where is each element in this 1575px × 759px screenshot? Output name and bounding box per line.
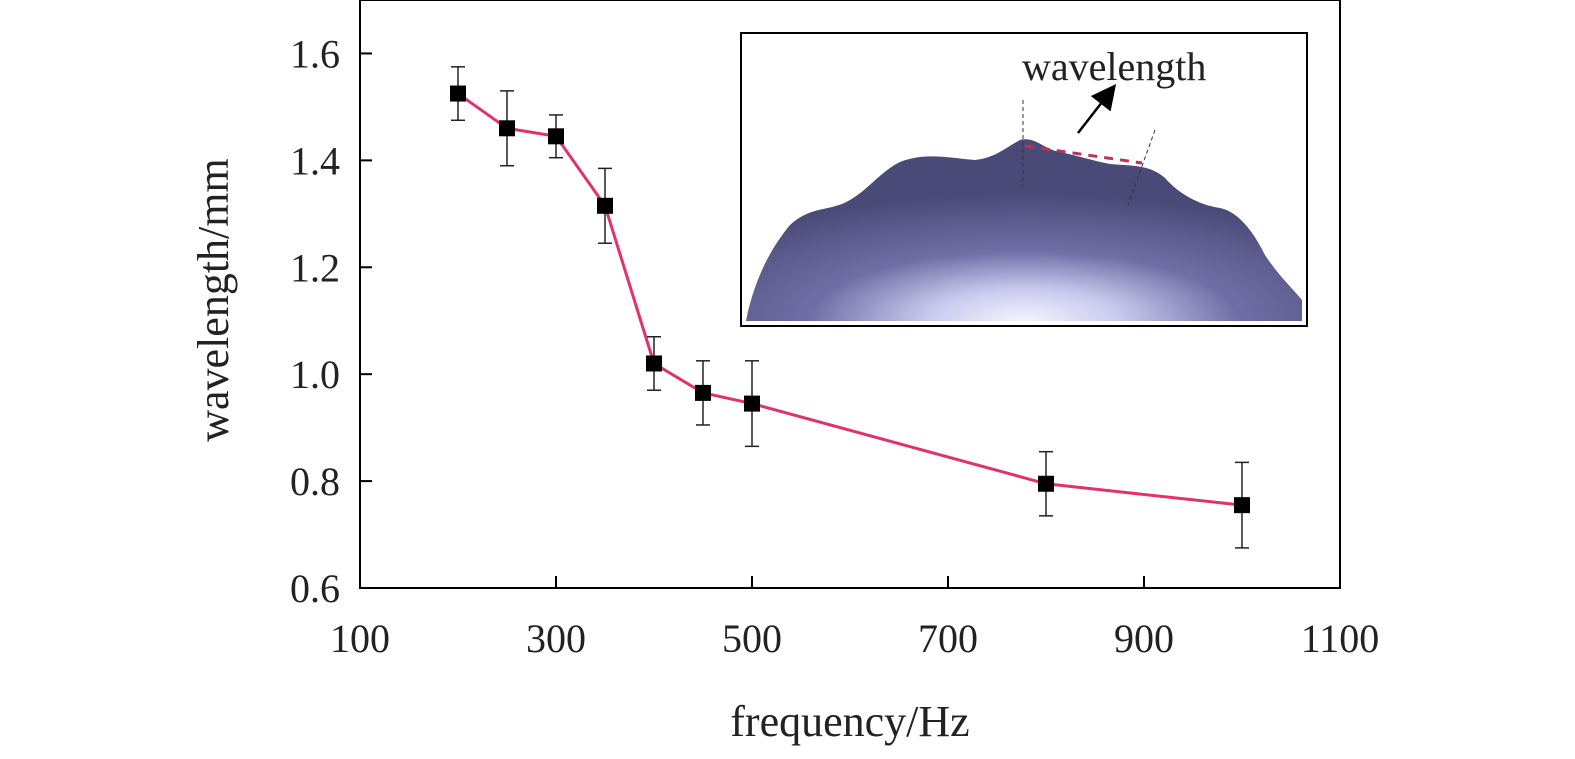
data-point [646, 355, 662, 372]
inset-label: wavelength [1022, 44, 1206, 89]
y-tick-label: 0.8 [290, 459, 340, 504]
inset-arrow [1077, 84, 1117, 134]
series-layer [450, 66, 1250, 549]
x-tick-label: 100 [330, 616, 390, 661]
data-point [695, 384, 711, 401]
inset-surface [746, 139, 1302, 321]
data-point [597, 197, 613, 214]
data-point [1234, 497, 1250, 514]
x-tick-label: 700 [918, 616, 978, 661]
x-tick-label: 300 [526, 616, 586, 661]
y-tick-label: 1.0 [290, 352, 340, 397]
x-axis-title: frequency/Hz [730, 697, 969, 746]
data-point [548, 128, 564, 145]
data-point [1038, 475, 1054, 492]
y-tick-label: 0.6 [290, 566, 340, 611]
axes: 100 300 500 700 900 1100 0.6 0.8 1.0 1.2 1.4 1.6 [290, 31, 1379, 661]
data-point [744, 395, 760, 412]
x-tick-label: 900 [1114, 616, 1174, 661]
y-tick-label: 1.2 [290, 245, 340, 290]
wavelength-span [1024, 144, 1143, 165]
y-tick-label: 1.6 [290, 31, 340, 76]
x-tick-label: 500 [722, 616, 782, 661]
plot-frame [359, 0, 1341, 589]
x-tick-label: 1100 [1301, 616, 1380, 661]
y-axis-title: wavelength/mm [189, 158, 238, 442]
data-point [450, 85, 466, 102]
y-tick-label: 1.4 [290, 138, 340, 183]
wavelength-marker-right [1127, 129, 1156, 206]
inset-image: wavelength [740, 32, 1308, 327]
data-point [499, 120, 515, 137]
